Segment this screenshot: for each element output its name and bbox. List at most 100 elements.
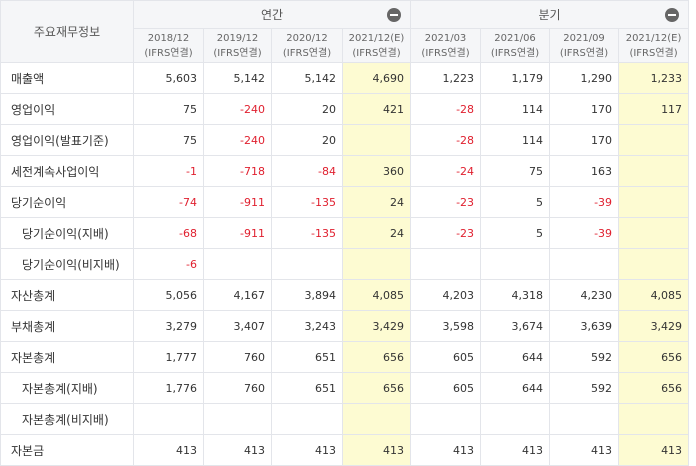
value-cell: 651 — [271, 341, 343, 373]
value-cell — [618, 124, 690, 156]
value-cell: 1,290 — [549, 62, 620, 94]
column-basis: (IFRS연결) — [629, 47, 678, 59]
value-cell: 656 — [618, 341, 690, 373]
value-cell: 75 — [480, 155, 551, 187]
value-cell: 644 — [480, 341, 551, 373]
column-header: 2021/12(E) (IFRS연결) — [341, 28, 412, 63]
column-header: 2021/03 (IFRS연결) — [410, 28, 482, 63]
value-cell: 1,777 — [133, 341, 204, 373]
value-cell: 5 — [480, 186, 551, 218]
value-cell — [618, 403, 690, 435]
value-cell: 413 — [341, 434, 412, 466]
value-cell: -68 — [133, 217, 204, 249]
value-cell: 656 — [618, 372, 690, 404]
value-cell: 24 — [341, 217, 412, 249]
value-cell: 413 — [618, 434, 690, 466]
value-cell: 3,894 — [271, 279, 343, 311]
collapse-button[interactable] — [665, 8, 680, 22]
table-row: 부채총계 3,279 3,407 3,243 3,429 3,598 3,674 3,639 3… — [0, 310, 690, 342]
value-cell: 4,230 — [549, 279, 620, 311]
group-header: 분기 — [410, 0, 690, 29]
column-period: 2021/06 — [494, 32, 536, 44]
value-cell: 651 — [271, 372, 343, 404]
row-label: 자산총계 — [0, 279, 134, 311]
table-row: 당기순이익(비지배) -6 — [0, 248, 690, 280]
value-cell: 605 — [410, 372, 482, 404]
value-cell: -84 — [271, 155, 343, 187]
group-label: 연간 — [260, 8, 284, 22]
value-cell — [480, 248, 551, 280]
value-cell: -39 — [549, 217, 620, 249]
column-header: 2018/12 (IFRS연결) — [133, 28, 204, 63]
value-cell: -911 — [203, 186, 272, 218]
value-cell: 413 — [480, 434, 551, 466]
value-cell: -240 — [203, 93, 272, 125]
value-cell: -6 — [133, 248, 204, 280]
table-body: 매출액 5,603 5,142 5,142 4,690 1,223 1,179 1,290 1,… — [0, 62, 690, 466]
group-label: 분기 — [538, 8, 561, 22]
value-cell: 421 — [341, 93, 412, 125]
row-label: 당기순이익 — [0, 186, 134, 218]
row-label: 자본금 — [0, 434, 134, 466]
column-header: 2021/12(E) (IFRS연결) — [618, 28, 690, 63]
table-row: 영업이익(발표기준) 75 -240 20 -28 114 170 — [0, 124, 690, 156]
value-cell: 5,142 — [203, 62, 272, 94]
value-cell — [618, 155, 690, 187]
table-row: 세전계속사업이익 -1 -718 -84 360 -24 75 163 — [0, 155, 690, 187]
value-cell: 4,318 — [480, 279, 551, 311]
value-cell — [133, 403, 204, 435]
value-cell: 75 — [133, 124, 204, 156]
value-cell: 1,233 — [618, 62, 690, 94]
value-cell: 656 — [341, 341, 412, 373]
value-cell: 3,429 — [341, 310, 412, 342]
value-cell: 4,690 — [341, 62, 412, 94]
table-row: 매출액 5,603 5,142 5,142 4,690 1,223 1,179 1,290 1,… — [0, 62, 690, 94]
value-cell: 592 — [549, 341, 620, 373]
value-cell — [410, 403, 482, 435]
table-row: 자본총계(비지배) — [0, 403, 690, 435]
value-cell: -74 — [133, 186, 204, 218]
value-cell: 3,407 — [203, 310, 272, 342]
row-label: 자본총계 — [0, 341, 134, 373]
column-period: 2021/03 — [424, 32, 467, 44]
value-cell: 656 — [341, 372, 412, 404]
row-label: 영업이익(발표기준) — [0, 124, 134, 156]
value-cell: 413 — [549, 434, 620, 466]
value-cell: -24 — [410, 155, 482, 187]
corner-header: 주요재무정보 — [0, 0, 134, 63]
column-header-row: 2018/12 (IFRS연결) 2019/12 (IFRS연결) 2020/12 (IF… — [1, 28, 690, 63]
table-row: 자본금 413 413 413 413 413 413 413 413 — [0, 434, 690, 466]
column-basis: (IFRS연결) — [213, 47, 262, 59]
value-cell — [549, 248, 620, 280]
value-cell: -28 — [410, 93, 482, 125]
value-cell: 644 — [480, 372, 551, 404]
column-period: 2018/12 — [147, 32, 190, 44]
value-cell: 4,085 — [341, 279, 412, 311]
column-basis: (IFRS연결) — [559, 47, 609, 59]
value-cell — [618, 186, 690, 218]
value-cell: 163 — [549, 155, 620, 187]
value-cell — [271, 248, 343, 280]
value-cell: 3,598 — [410, 310, 482, 342]
value-cell: 5,142 — [271, 62, 343, 94]
value-cell: 5 — [480, 217, 551, 249]
column-basis: (IFRS연결) — [144, 47, 193, 59]
value-cell — [410, 248, 482, 280]
value-cell: 3,429 — [618, 310, 690, 342]
value-cell: 20 — [271, 93, 343, 125]
row-label: 자본총계(비지배) — [0, 403, 134, 435]
value-cell: 170 — [549, 93, 620, 125]
row-label: 세전계속사업이익 — [0, 155, 134, 187]
value-cell: 114 — [480, 93, 551, 125]
value-cell: 1,776 — [133, 372, 204, 404]
value-cell — [549, 403, 620, 435]
value-cell: 4,085 — [618, 279, 690, 311]
collapse-button[interactable] — [387, 8, 402, 22]
column-period: 2019/12 — [216, 32, 259, 44]
value-cell: 760 — [203, 372, 272, 404]
value-cell — [618, 248, 690, 280]
value-cell: -39 — [549, 186, 620, 218]
value-cell: 3,243 — [271, 310, 343, 342]
value-cell — [203, 403, 272, 435]
